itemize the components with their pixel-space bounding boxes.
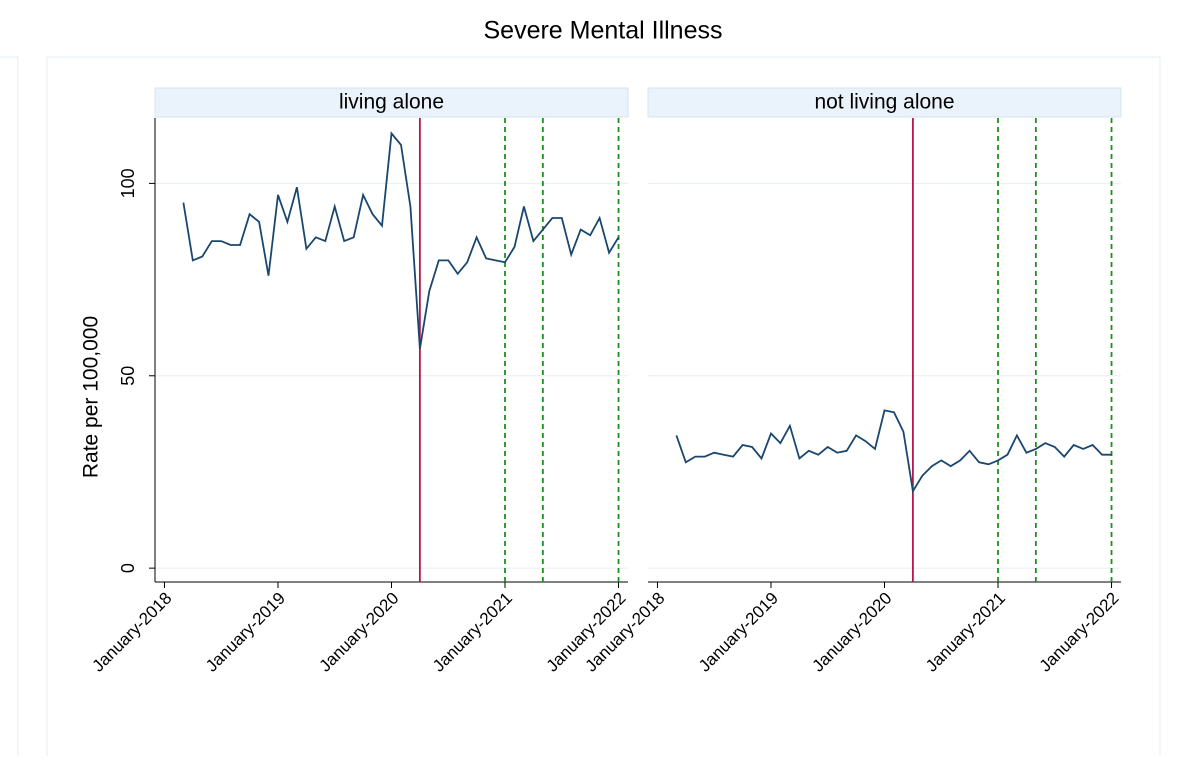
strip — [647, 87, 1122, 118]
y-tick-label: 0 — [118, 563, 138, 573]
y-tick-label: 50 — [118, 366, 138, 386]
chart-title: Severe Mental Illness — [483, 17, 722, 45]
strip — [154, 87, 629, 118]
graph-frame — [46, 56, 1161, 761]
y-axis-label: Rate per 100,000 — [80, 316, 103, 478]
y-tick-label: 100 — [118, 168, 138, 198]
panel-title: not living alone — [814, 91, 954, 114]
panel-title: living alone — [339, 91, 444, 114]
side-frame — [0, 56, 19, 761]
series-line — [182, 131, 620, 349]
series-line — [675, 409, 1112, 494]
